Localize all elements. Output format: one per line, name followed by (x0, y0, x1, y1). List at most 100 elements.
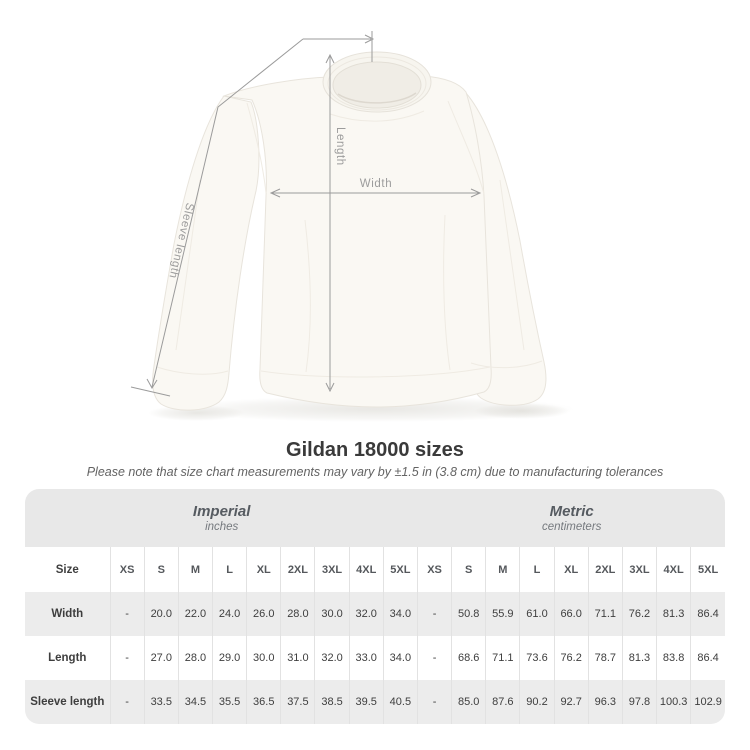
value-cell: 31.0 (280, 636, 315, 680)
width-label: Width (360, 178, 392, 190)
ground-shadow (175, 396, 575, 422)
value-cell: - (416, 636, 452, 680)
size-cell: 2XL (280, 547, 315, 592)
value-cell: 34.5 (177, 680, 213, 724)
size-cell: 2XL (587, 547, 623, 592)
metric-sublabel: centimeters (541, 521, 602, 533)
imperial-unit-group: Imperial inches (25, 489, 418, 547)
value-cell: 86.4 (690, 636, 725, 680)
value-cell: 34.0 (382, 592, 418, 636)
size-cell: S (143, 547, 179, 592)
size-cell: 5XL (382, 547, 418, 592)
value-cell: 33.5 (143, 680, 179, 724)
left-sleeve (152, 95, 260, 411)
value-cell: 26.0 (246, 592, 281, 636)
value-cell: 87.6 (485, 680, 520, 724)
size-table: Size XS S M L XL 2XL 3XL 4XL 5XL XS S M L XL 2XL 3XL 4XL 5… (25, 547, 725, 724)
value-cell: 100.3 (656, 680, 691, 724)
value-cell: - (109, 636, 145, 680)
size-cell: M (177, 547, 213, 592)
row-label: Sleeve length (30, 696, 105, 708)
value-cell: 83.8 (656, 636, 691, 680)
size-cell: XS (416, 547, 452, 592)
size-cell: L (212, 547, 247, 592)
collar (322, 51, 432, 113)
value-cell: 24.0 (212, 592, 247, 636)
value-cell: 28.0 (177, 636, 213, 680)
row-label: Width (51, 608, 84, 620)
tolerance-note: Please note that size chart measurements… (86, 465, 664, 479)
value-cell: 61.0 (519, 592, 555, 636)
value-cell: 34.0 (382, 636, 418, 680)
value-cell: 39.5 (348, 680, 384, 724)
value-cell: 30.0 (246, 636, 281, 680)
value-cell: 102.9 (690, 680, 725, 724)
value-cell: 27.0 (143, 636, 179, 680)
size-cell: 5XL (690, 547, 725, 592)
width-arrow (269, 188, 482, 198)
size-cell: XL (246, 547, 281, 592)
value-cell: 38.5 (314, 680, 350, 724)
value-cell: 85.0 (451, 680, 486, 724)
value-cell: 35.5 (212, 680, 247, 724)
size-cell: XL (553, 547, 589, 592)
size-cell: L (519, 547, 555, 592)
value-cell: 28.0 (280, 592, 315, 636)
value-cell: 37.5 (280, 680, 315, 724)
imperial-sublabel: inches (205, 521, 239, 533)
value-cell: 76.2 (621, 592, 657, 636)
value-cell: 90.2 (519, 680, 555, 724)
metric-unit-group: Metric centimeters (418, 489, 725, 547)
size-cell: S (451, 547, 486, 592)
value-cell: 32.0 (348, 592, 384, 636)
value-cell: 29.0 (212, 636, 247, 680)
row-label: Length (48, 652, 87, 664)
sleeve-length-arrow (130, 31, 375, 397)
size-table-container: Imperial inches Metric centimeters Size X… (25, 489, 725, 724)
size-cell: 4XL (348, 547, 384, 592)
value-cell: 30.0 (314, 592, 350, 636)
value-cell: 22.0 (177, 592, 213, 636)
length-label: Length (334, 127, 346, 166)
value-cell: 50.8 (451, 592, 486, 636)
size-cell: 3XL (314, 547, 350, 592)
value-cell: 66.0 (553, 592, 589, 636)
cuff-shadow-right (474, 403, 570, 419)
value-cell: 86.4 (690, 592, 725, 636)
value-cell: 73.6 (519, 636, 555, 680)
value-cell: - (109, 592, 145, 636)
unit-band: Imperial inches Metric centimeters (25, 489, 725, 547)
value-cell: - (416, 592, 452, 636)
value-cell: 71.1 (485, 636, 520, 680)
value-cell: 78.7 (587, 636, 623, 680)
value-cell: 33.0 (348, 636, 384, 680)
value-cell: 81.3 (656, 592, 691, 636)
table-row: Width -20.0 22.0 24.0 26.0 28.0 30.0 32.0 34.0-5… (25, 592, 725, 636)
value-cell: - (109, 680, 145, 724)
table-row: Sleeve length -33.5 34.5 35.5 36.5 37.5 38.5 39… (25, 680, 725, 724)
body (222, 75, 492, 408)
length-arrow (325, 53, 335, 393)
value-cell: 76.2 (553, 636, 589, 680)
measurement-lines (130, 31, 482, 397)
metric-label: Metric (549, 503, 594, 520)
value-cell: 81.3 (621, 636, 657, 680)
value-cell: 36.5 (246, 680, 281, 724)
size-cell: 4XL (656, 547, 691, 592)
value-cell: 71.1 (587, 592, 623, 636)
value-cell: 92.7 (553, 680, 589, 724)
sweatshirt (152, 51, 547, 411)
sweatshirt-diagram: Length Width Sleeve length (130, 31, 575, 422)
product-photo: Length Width Sleeve length (130, 31, 575, 422)
size-cell: M (485, 547, 520, 592)
size-cell: XS (109, 547, 145, 592)
size-header-row: Size XS S M L XL 2XL 3XL 4XL 5XL XS S M L XL 2XL 3XL 4XL 5… (25, 547, 725, 592)
value-cell: 40.5 (382, 680, 418, 724)
table-row: Length -27.0 28.0 29.0 30.0 31.0 32.0 33.0 34.0-… (25, 636, 725, 680)
value-cell: 96.3 (587, 680, 623, 724)
imperial-label: Imperial (192, 503, 251, 520)
value-cell: 32.0 (314, 636, 350, 680)
value-cell: 97.8 (621, 680, 657, 724)
size-column-header: Size (55, 563, 79, 576)
value-cell: - (416, 680, 452, 724)
